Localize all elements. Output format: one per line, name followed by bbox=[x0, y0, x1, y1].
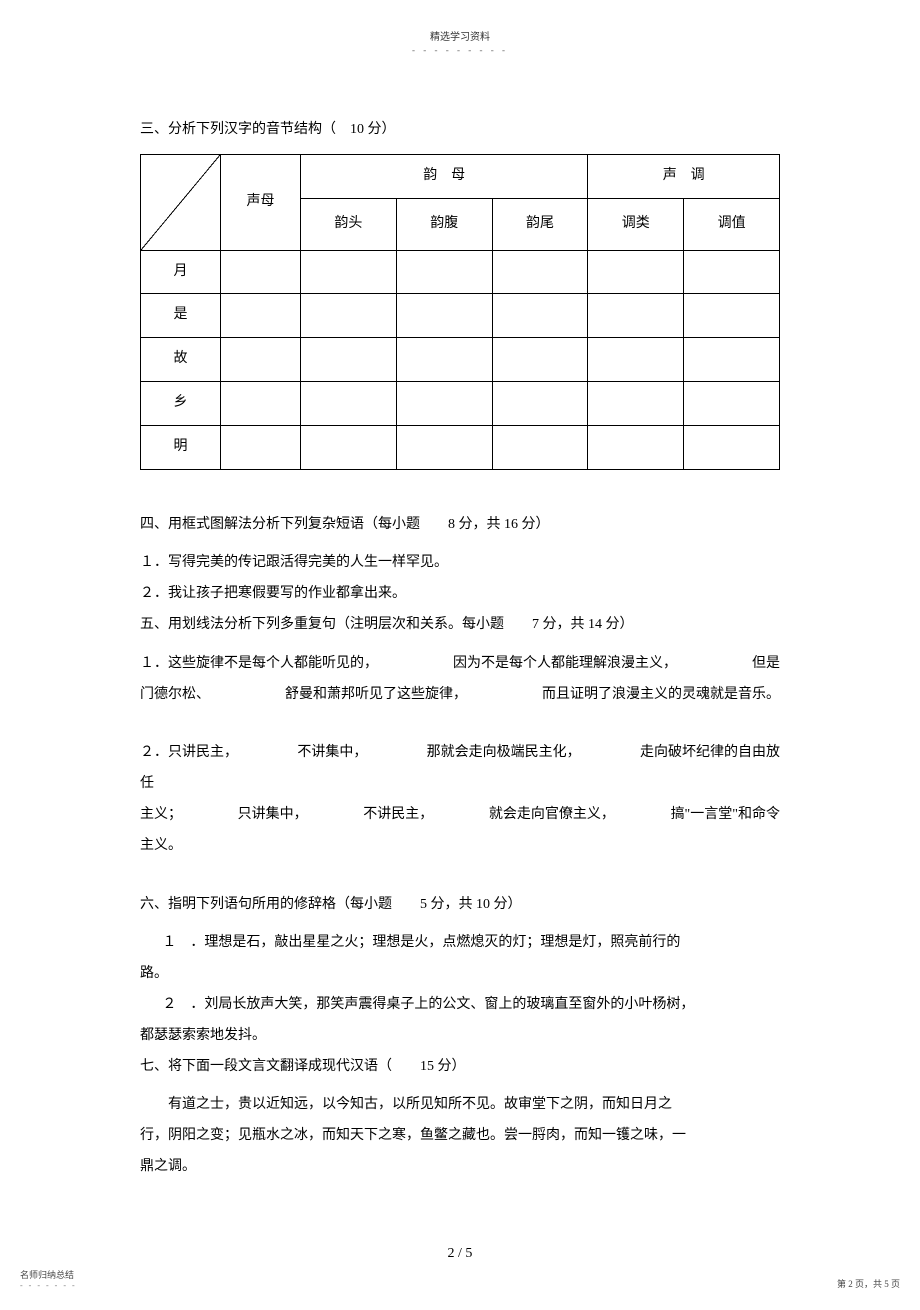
sub-diaolei: 调类 bbox=[588, 198, 684, 250]
s5-q2-line3: 主义； 只讲集中， 不讲民主， 就会走向官僚主义， 搞"一言堂"和命令 bbox=[140, 800, 780, 831]
text: 就会走向官僚主义， bbox=[489, 800, 615, 831]
sub-yuntou: 韵头 bbox=[301, 198, 397, 250]
col-yunmu: 韵 母 bbox=[301, 154, 588, 198]
text: 不讲集中， bbox=[297, 738, 367, 769]
footer-left: 名师归纳总结 - - - - - - - bbox=[20, 1268, 77, 1290]
main-content: 三、分析下列汉字的音节结构（ 10 分） 声母 韵 母 声 调 韵头 韵腹 韵尾… bbox=[0, 55, 920, 1310]
text: １．这些旋律不是每个人都能听见的， bbox=[140, 649, 378, 680]
section7-title: 七、将下面一段文言文翻译成现代汉语（ 15 分） bbox=[140, 1052, 780, 1083]
s5-q2-line1: ２．只讲民主， 不讲集中， 那就会走向极端民主化， 走向破坏纪律的自由放 bbox=[140, 738, 780, 769]
table-row: 乡 bbox=[141, 381, 780, 425]
row-char: 月 bbox=[141, 250, 221, 294]
text: 那就会走向极端民主化， bbox=[427, 738, 581, 769]
col-shengmu: 声母 bbox=[221, 154, 301, 250]
text: 走向破坏纪律的自由放 bbox=[640, 738, 780, 769]
page-number: 2 / 5 bbox=[140, 1239, 780, 1270]
table-corner bbox=[141, 154, 221, 250]
s4-q2: ２．我让孩子把寒假要写的作业都拿出来。 bbox=[140, 579, 780, 610]
s6-q2a: ２ ．刘局长放声大笑，那笑声震得桌子上的公文、窗上的玻璃直至窗外的小叶杨树， bbox=[140, 990, 780, 1021]
phonetic-table: 声母 韵 母 声 调 韵头 韵腹 韵尾 调类 调值 月 是 故 乡 明 bbox=[140, 154, 780, 470]
footer-left-title: 名师归纳总结 bbox=[20, 1268, 77, 1281]
sub-diaozhi: 调值 bbox=[684, 198, 780, 250]
row-char: 乡 bbox=[141, 381, 221, 425]
s7-text2: 行，阴阳之变；见瓶水之冰，而知天下之寒，鱼鳖之藏也。尝一脟肉，而知一镬之味，一 bbox=[140, 1121, 780, 1152]
text: 舒曼和萧邦听见了这些旋律， bbox=[285, 680, 467, 711]
s5-q1-line2: 门德尔松、 舒曼和萧邦听见了这些旋律， 而且证明了浪漫主义的灵魂就是音乐。 bbox=[140, 680, 780, 711]
sub-yunfu: 韵腹 bbox=[396, 198, 492, 250]
header-dots: - - - - - - - - - bbox=[0, 45, 920, 55]
text: 搞"一言堂"和命令 bbox=[671, 800, 780, 831]
table-row: 是 bbox=[141, 294, 780, 338]
s7-text3: 鼎之调。 bbox=[140, 1152, 780, 1183]
s6-q2b: 都瑟瑟索索地发抖。 bbox=[140, 1021, 780, 1052]
footer-left-dots: - - - - - - - bbox=[20, 1281, 77, 1290]
text: ２．只讲民主， bbox=[140, 738, 238, 769]
s4-q1: １．写得完美的传记跟活得完美的人生一样罕见。 bbox=[140, 548, 780, 579]
text: 主义； bbox=[140, 800, 182, 831]
table-row: 明 bbox=[141, 425, 780, 469]
s5-q2-line4: 主义。 bbox=[140, 831, 780, 862]
text: 而且证明了浪漫主义的灵魂就是音乐。 bbox=[542, 680, 780, 711]
row-char: 是 bbox=[141, 294, 221, 338]
text: 但是 bbox=[752, 649, 780, 680]
section5-title: 五、用划线法分析下列多重复句（注明层次和关系。每小题 7 分，共 14 分） bbox=[140, 610, 780, 641]
table-row: 月 bbox=[141, 250, 780, 294]
s5-q2-line2: 任 bbox=[140, 769, 780, 800]
text: 门德尔松、 bbox=[140, 680, 210, 711]
text: 不讲民主， bbox=[363, 800, 433, 831]
row-char: 故 bbox=[141, 338, 221, 382]
s6-q1b: 路。 bbox=[140, 959, 780, 990]
footer-right: 第 2 页，共 5 页 bbox=[837, 1277, 900, 1290]
row-char: 明 bbox=[141, 425, 221, 469]
s6-q1a: １ ．理想是石，敲出星星之火；理想是火，点燃熄灭的灯；理想是灯，照亮前行的 bbox=[140, 928, 780, 959]
table-row: 故 bbox=[141, 338, 780, 382]
section3-title: 三、分析下列汉字的音节结构（ 10 分） bbox=[140, 115, 780, 146]
header-title: 精选学习资料 bbox=[0, 0, 920, 43]
section6-title: 六、指明下列语句所用的修辞格（每小题 5 分，共 10 分） bbox=[140, 890, 780, 921]
text: 因为不是每个人都能理解浪漫主义， bbox=[453, 649, 677, 680]
s5-q1-line1: １．这些旋律不是每个人都能听见的， 因为不是每个人都能理解浪漫主义， 但是 bbox=[140, 649, 780, 680]
col-shengdiao: 声 调 bbox=[588, 154, 780, 198]
sub-yunwei: 韵尾 bbox=[492, 198, 588, 250]
text: 只讲集中， bbox=[238, 800, 308, 831]
section4-title: 四、用框式图解法分析下列复杂短语（每小题 8 分，共 16 分） bbox=[140, 510, 780, 541]
s7-text1: 有道之士，贵以近知远，以今知古，以所见知所不见。故审堂下之阴，而知日月之 bbox=[140, 1090, 780, 1121]
